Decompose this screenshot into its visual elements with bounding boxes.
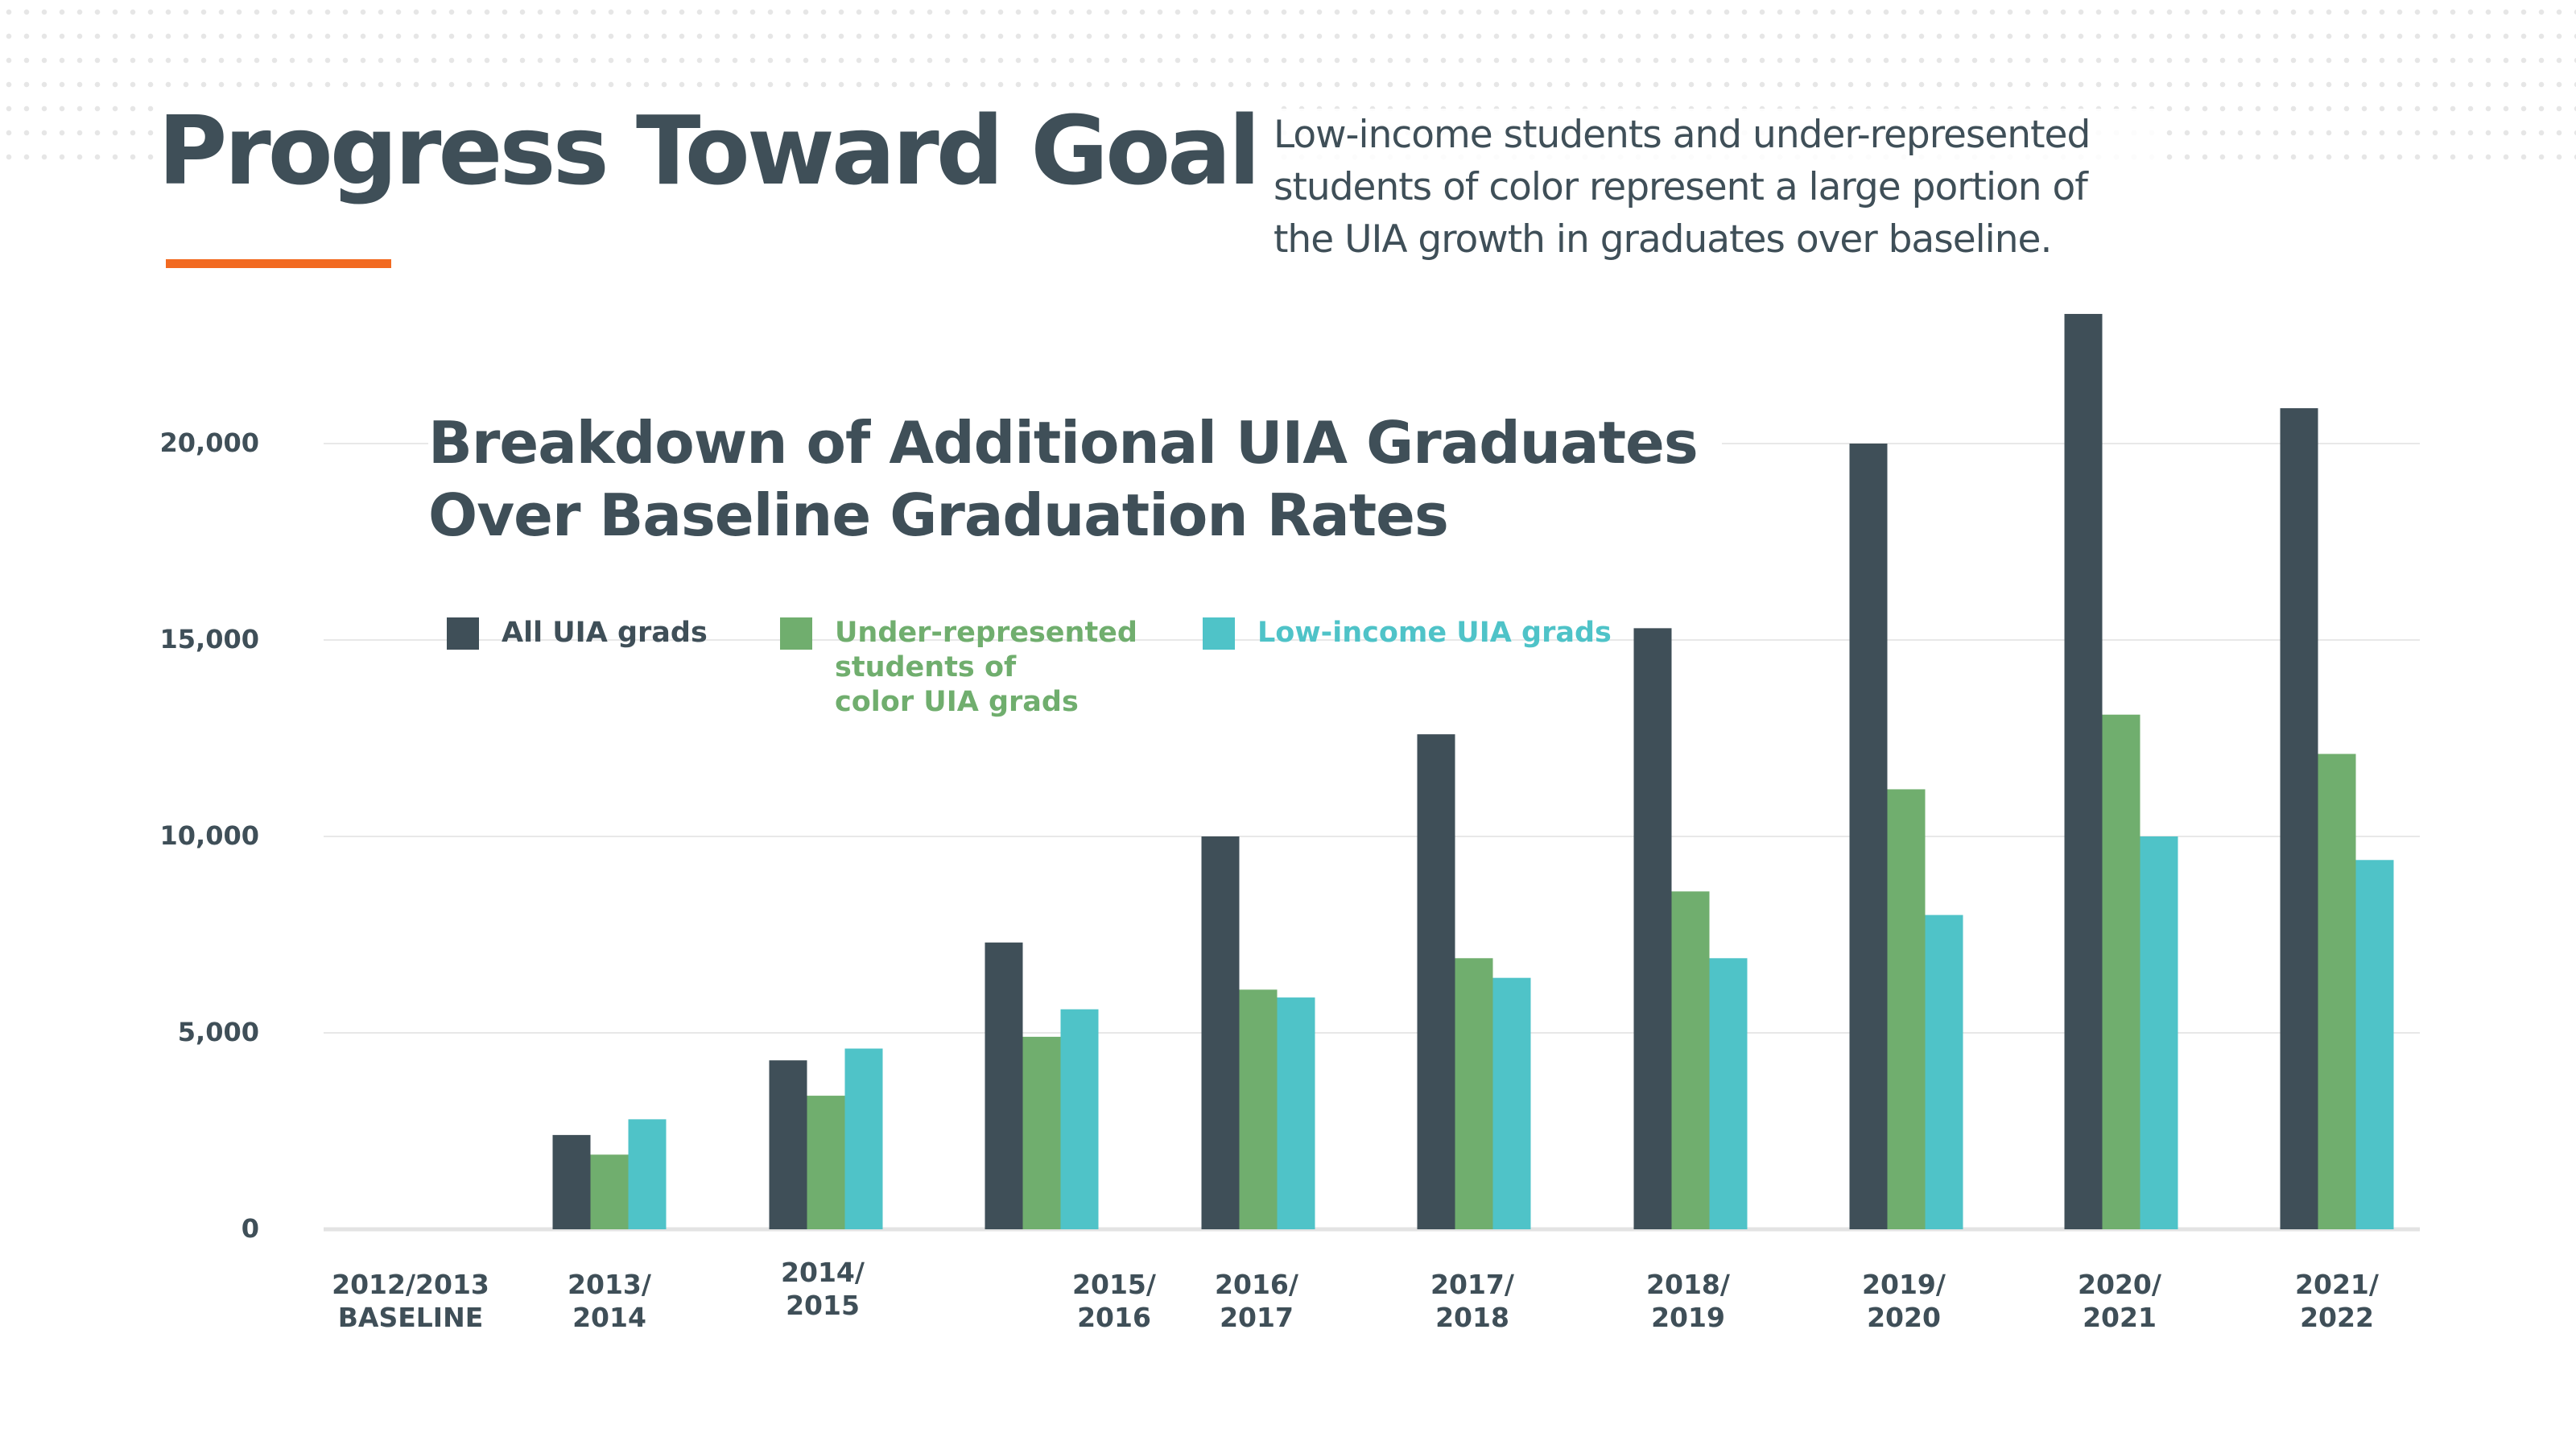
x-tick-label: 2015/2016 [1026, 1268, 1203, 1334]
legend-item-urm: Under-represented students of color UIA … [780, 616, 1137, 720]
bar-urm [2318, 754, 2356, 1229]
bar-low-income [844, 1048, 883, 1229]
x-tick-label: 2019/2020 [1815, 1268, 1992, 1334]
chart-title: Breakdown of Additional UIA Graduates Ov… [428, 407, 1722, 551]
legend-swatch [1203, 617, 1235, 650]
x-tick-label: 2018/2019 [1600, 1268, 1777, 1334]
x-tick-line: 2022 [2300, 1302, 2374, 1333]
subtitle-line: students of color represent a large port… [1274, 165, 2088, 209]
bar-urm [1239, 989, 1278, 1229]
x-tick-line: 2014 [572, 1302, 646, 1333]
bar-all [1633, 628, 1672, 1229]
legend-swatch [447, 617, 479, 650]
x-tick-line: 2015 [786, 1290, 860, 1321]
y-tick-label: 15,000 [159, 624, 259, 654]
x-tick-line: 2021/ [2295, 1269, 2379, 1300]
bar-low-income [1492, 977, 1531, 1229]
y-tick-label: 10,000 [159, 820, 259, 851]
x-tick-line: 2019/ [1862, 1269, 1946, 1300]
x-tick-line: 2016 [1077, 1302, 1151, 1333]
x-tick-label: 2020/2021 [2031, 1268, 2208, 1334]
bar-urm [1455, 958, 1493, 1229]
page-title: Progress Toward Goal [158, 96, 1274, 206]
x-tick-label: 2021/2022 [2248, 1268, 2425, 1334]
bar-low-income [2355, 860, 2394, 1229]
y-tick-label: 20,000 [159, 427, 259, 458]
bar-low-income [1709, 958, 1748, 1229]
legend-item-low-income: Low-income UIA grads [1203, 616, 1612, 650]
bar-low-income [2140, 836, 2178, 1229]
x-tick-label: 2016/2017 [1168, 1268, 1345, 1334]
bar-all [1201, 836, 1240, 1229]
legend-label-line: Under-represented [835, 617, 1137, 649]
x-tick-line: 2018 [1435, 1302, 1509, 1333]
legend-label: Low-income UIA grads [1257, 617, 1612, 649]
legend-label-line: students of [835, 651, 1017, 683]
legend-label-line: color UIA grads [835, 686, 1079, 718]
page-subtitle: Low-income students and under-represente… [1274, 109, 2159, 266]
bar-low-income [1925, 915, 1963, 1229]
x-tick-line: 2019 [1651, 1302, 1725, 1333]
x-tick-line: 2020 [1867, 1302, 1941, 1333]
bar-all [1849, 444, 1888, 1229]
bar-all [1417, 734, 1455, 1229]
bar-low-income [1277, 997, 1315, 1229]
x-tick-line: 2012/2013 [332, 1269, 489, 1300]
x-tick-line: 2014/ [781, 1257, 865, 1288]
subtitle-line: the UIA growth in graduates over baselin… [1274, 217, 2052, 262]
bar-all [2064, 313, 2103, 1230]
bar-all [552, 1134, 591, 1229]
chart-title-line: Breakdown of Additional UIA Graduates [428, 409, 1699, 477]
legend-swatch [780, 617, 812, 650]
x-tick-line: BASELINE [337, 1302, 484, 1333]
y-tick-label: 5,000 [177, 1017, 259, 1047]
y-tick-label: 0 [241, 1213, 259, 1244]
bar-urm [807, 1096, 845, 1229]
x-tick-label: 2017/2018 [1384, 1268, 1561, 1334]
x-tick-line: 2021 [2083, 1302, 2157, 1333]
x-tick-line: 2017/ [1430, 1269, 1514, 1300]
bar-all [2280, 408, 2318, 1230]
x-tick-line: 2016/ [1215, 1269, 1298, 1300]
legend-label: Under-represented students of color UIA … [835, 616, 1137, 720]
x-tick-line: 2018/ [1646, 1269, 1730, 1300]
bar-low-income [1060, 1009, 1099, 1229]
bar-urm [2102, 714, 2140, 1229]
bar-urm [590, 1154, 629, 1229]
bar-urm [1671, 891, 1710, 1229]
x-tick-line: 2020/ [2078, 1269, 2161, 1300]
x-tick-label: 2014/2015 [734, 1256, 911, 1322]
legend-item-all: All UIA grads [447, 616, 708, 650]
bar-all [769, 1060, 807, 1229]
x-tick-line: 2013/ [568, 1269, 651, 1300]
x-tick-line: 2017 [1220, 1302, 1294, 1333]
x-tick-line: 2015/ [1072, 1269, 1156, 1300]
x-tick-label: 2012/2013 BASELINE [322, 1268, 499, 1334]
title-accent-rule [166, 259, 391, 268]
x-tick-label: 2013/2014 [521, 1268, 698, 1334]
bar-urm [1887, 789, 1926, 1229]
subtitle-line: Low-income students and under-represente… [1274, 113, 2091, 157]
bar-low-income [628, 1119, 667, 1229]
bar-all [985, 942, 1023, 1229]
legend-label: All UIA grads [502, 617, 708, 649]
bar-urm [1022, 1036, 1061, 1229]
chart-title-line: Over Baseline Graduation Rates [428, 481, 1449, 549]
